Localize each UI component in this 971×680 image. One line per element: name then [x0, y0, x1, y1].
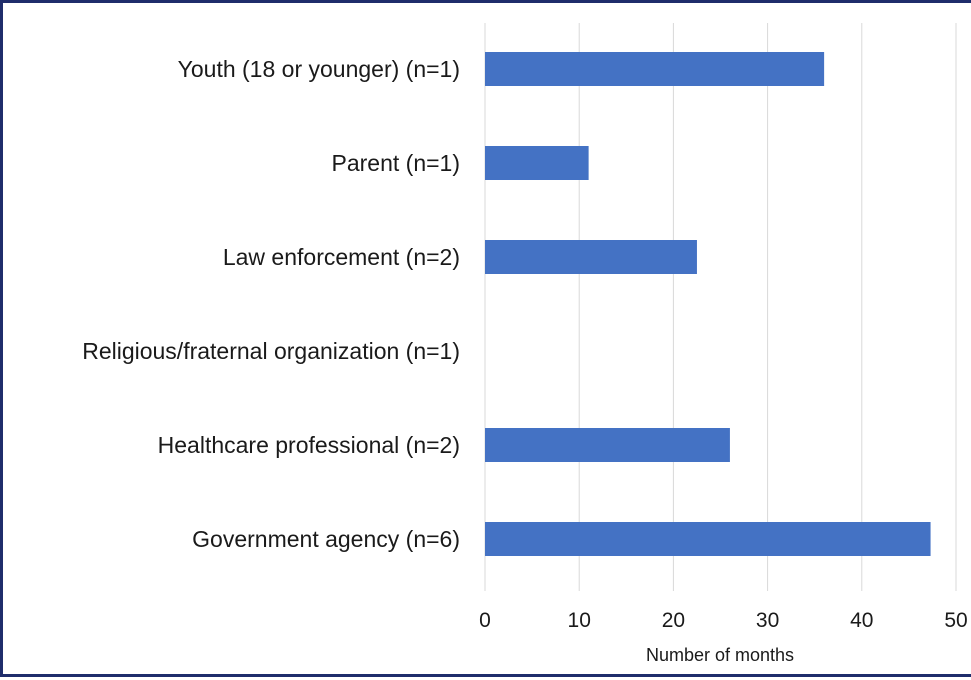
bar-chart: Youth (18 or younger) (n=1) Parent (n=1) L…: [82, 23, 968, 665]
x-tick-label: 50: [944, 609, 967, 632]
bar: [485, 428, 730, 462]
x-tick-labels: 0 10 20 30 40 50: [479, 609, 968, 632]
category-label: Youth (18 or younger) (n=1): [178, 56, 460, 82]
x-tick-label: 0: [479, 609, 491, 632]
category-label: Law enforcement (n=2): [223, 244, 460, 270]
x-tick-label: 40: [850, 609, 873, 632]
x-tick-label: 30: [756, 609, 779, 632]
x-tick-label: 20: [662, 609, 685, 632]
x-axis-title: Number of months: [646, 645, 794, 665]
bars: [485, 52, 931, 556]
bar: [485, 240, 697, 274]
x-tick-label: 10: [568, 609, 591, 632]
category-labels: Youth (18 or younger) (n=1) Parent (n=1) L…: [82, 56, 460, 552]
bar: [485, 522, 931, 556]
category-label: Religious/fraternal organization (n=1): [82, 338, 460, 364]
category-label: Parent (n=1): [332, 150, 461, 176]
bar: [485, 52, 825, 86]
gridlines: [484, 23, 957, 591]
category-label: Healthcare professional (n=2): [158, 432, 460, 458]
category-label: Government agency (n=6): [192, 526, 460, 552]
bar: [485, 146, 589, 180]
